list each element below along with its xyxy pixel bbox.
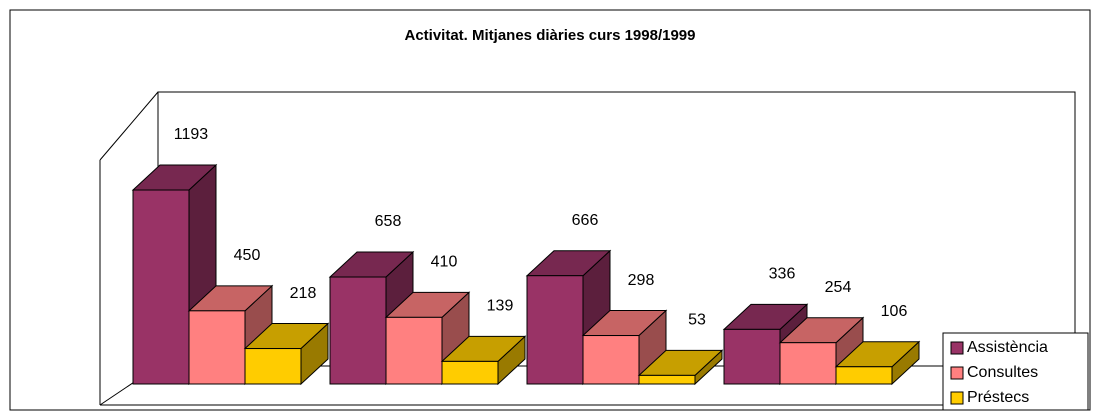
data-label: 53 (688, 312, 706, 329)
legend-swatch (950, 341, 964, 355)
bar (637, 349, 724, 386)
legend-box (942, 332, 1089, 411)
data-label: 410 (431, 254, 458, 271)
bar (525, 249, 612, 386)
data-label: 139 (487, 298, 514, 315)
bar (834, 340, 921, 386)
data-label: 106 (881, 303, 908, 320)
bar (440, 335, 527, 386)
data-label: 218 (290, 285, 317, 302)
bar-front (188, 310, 246, 385)
legend-label: Assistència (967, 339, 1048, 356)
bar-front (244, 348, 302, 385)
bar-front (723, 328, 781, 385)
bar-front (385, 316, 443, 385)
bar (243, 322, 330, 386)
bar-front (779, 342, 837, 385)
data-label: 336 (769, 266, 796, 283)
bar-front (638, 374, 696, 385)
bar-front (132, 189, 190, 385)
bar-front (329, 276, 387, 385)
legend-swatch (950, 366, 964, 380)
data-label: 298 (628, 272, 655, 289)
data-label: 450 (234, 247, 261, 264)
legend-swatch (950, 391, 964, 405)
data-label: 254 (825, 279, 852, 296)
bar (778, 316, 865, 386)
legend-label: Consultes (967, 364, 1038, 381)
bar-front (582, 335, 640, 385)
chart-title: Activitat. Mitjanes diàries curs 1998/19… (405, 27, 696, 44)
bar-front (835, 366, 893, 385)
data-label: 1193 (174, 126, 209, 143)
data-label: 666 (572, 212, 599, 229)
bar-front (441, 360, 499, 385)
data-label: 658 (375, 213, 402, 230)
legend-label: Préstecs (967, 389, 1029, 406)
bar-front (526, 275, 584, 385)
